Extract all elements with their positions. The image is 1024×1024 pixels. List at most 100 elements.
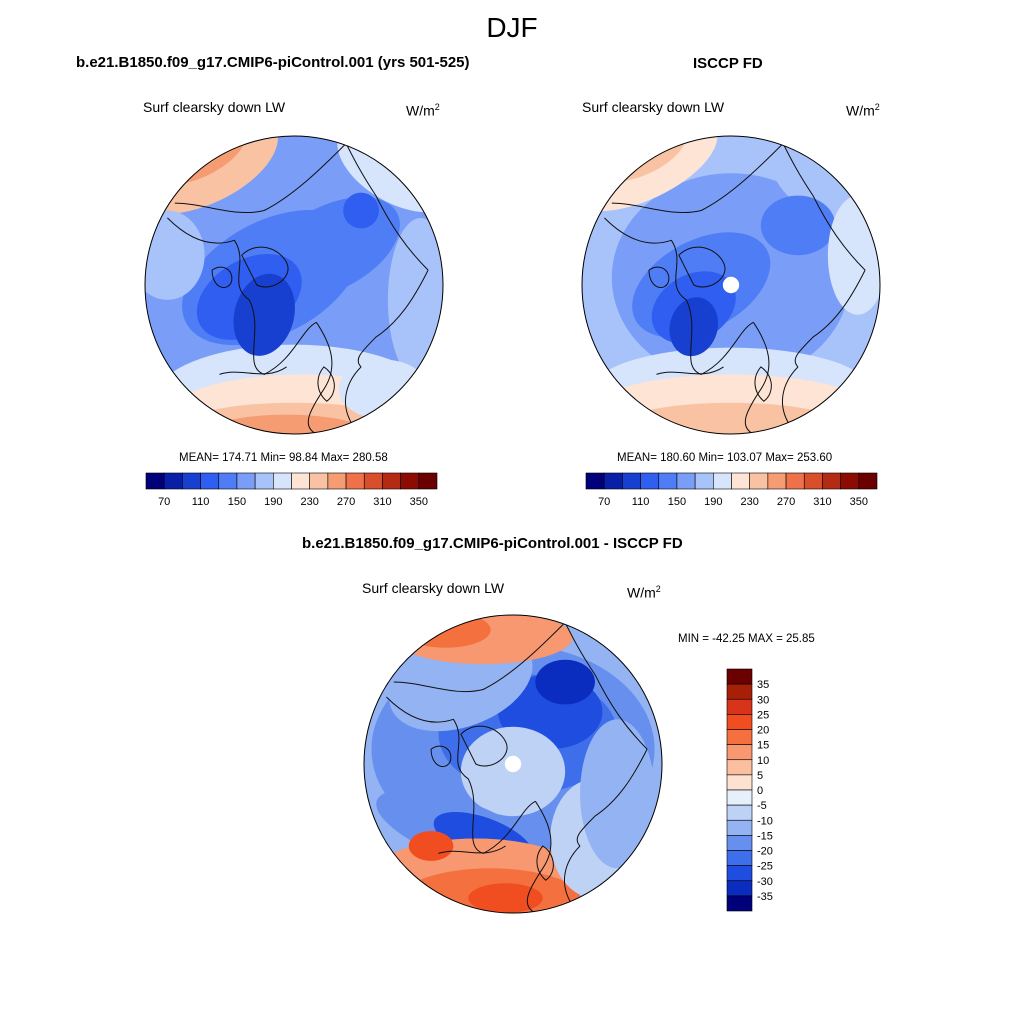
colorbar-tick-label: 350 bbox=[850, 496, 868, 508]
coastline-7 bbox=[794, 269, 866, 368]
colorbar-box-4 bbox=[200, 472, 220, 490]
colorbar-box-9 bbox=[726, 789, 753, 806]
colorbar-tick-label: -25 bbox=[757, 861, 773, 873]
panel3-units-base: W/m bbox=[627, 584, 656, 601]
colorbar-box-12 bbox=[726, 835, 753, 851]
map-border bbox=[363, 614, 663, 914]
coastline-9 bbox=[211, 266, 233, 289]
panel2-variable-label: Surf clearsky down LW bbox=[582, 99, 725, 115]
colorbar-tick-label: -15 bbox=[757, 830, 773, 842]
map-field-1 bbox=[145, 136, 443, 434]
colorbar-box-14 bbox=[822, 472, 841, 490]
colorbar-box-3 bbox=[622, 472, 641, 490]
contour-region-11 bbox=[669, 297, 719, 357]
pole-mask bbox=[504, 755, 522, 773]
panel2-units-base: W/m bbox=[846, 102, 875, 119]
contour-region-8 bbox=[401, 615, 491, 648]
pole-mask bbox=[722, 276, 740, 294]
colorbar-tick-label: 150 bbox=[668, 496, 686, 508]
colorbar-box-15 bbox=[840, 472, 860, 490]
panel2-units-exp: 2 bbox=[874, 102, 880, 112]
colorbar-box-8 bbox=[273, 472, 292, 490]
coastline-9 bbox=[430, 745, 452, 768]
colorbar-tick-label: 230 bbox=[741, 496, 759, 508]
panel3-title: b.e21.B1850.f09_g17.CMIP6-piControl.001 … bbox=[302, 535, 683, 552]
panel2-stats: MEAN= 180.60 Min= 103.07 Max= 253.60 bbox=[617, 452, 833, 464]
coastline-3 bbox=[782, 366, 799, 427]
colorbar-box-10 bbox=[309, 472, 329, 490]
map-panel-3 bbox=[363, 614, 663, 914]
map-border bbox=[144, 135, 444, 435]
colorbar-tick-label: -10 bbox=[757, 815, 773, 827]
coastline-4 bbox=[656, 366, 724, 375]
contour-region-14 bbox=[408, 831, 454, 861]
colorbar-tick-label: -35 bbox=[757, 891, 773, 903]
coastline-1 bbox=[167, 217, 317, 375]
figure-title: DJF bbox=[486, 12, 538, 43]
panel3-variable-label: Surf clearsky down LW bbox=[362, 580, 505, 596]
colorbar-box-5 bbox=[658, 472, 678, 490]
panel1-title: b.e21.B1850.f09_g17.CMIP6-piControl.001 … bbox=[76, 54, 470, 71]
colorbar-box-15 bbox=[400, 472, 420, 490]
coastline-1 bbox=[386, 696, 536, 854]
contour-region-5 bbox=[611, 402, 851, 434]
coastline-3 bbox=[564, 845, 581, 906]
colorbar-box-14 bbox=[382, 472, 401, 490]
colorbar-box-10 bbox=[726, 804, 753, 821]
colorbar-box-15 bbox=[726, 880, 753, 897]
colorbar-tick-label: 270 bbox=[337, 496, 355, 508]
colorbar-tick-label: 70 bbox=[158, 496, 170, 508]
colorbar-box-6 bbox=[676, 472, 696, 490]
coastline-5 bbox=[174, 143, 347, 214]
colorbar-box-13 bbox=[363, 472, 383, 490]
map-panel-1 bbox=[144, 135, 444, 435]
contour-region-12 bbox=[760, 195, 836, 256]
contour-region-15 bbox=[387, 217, 443, 382]
colorbar-box-1 bbox=[726, 668, 753, 685]
colorbar-box-6 bbox=[236, 472, 256, 490]
contour-region-12 bbox=[233, 273, 295, 356]
colorbar-tick-label: 110 bbox=[632, 496, 650, 508]
colorbar-panel-1: 70 110 150 190 230 270 310 350 bbox=[145, 472, 438, 508]
colorbar-box-11 bbox=[767, 472, 787, 490]
contour-region-17 bbox=[580, 719, 655, 869]
colorbar-difference: 35 30 25 20 15 10 5 0 -5 -10 -15 -20 -25 -30 -35 bbox=[726, 668, 773, 912]
colorbar-box-3 bbox=[726, 698, 753, 715]
coastline-10 bbox=[317, 366, 335, 402]
colorbar-tick-label: 190 bbox=[264, 496, 282, 508]
colorbar-tick-label: 35 bbox=[757, 679, 769, 691]
colorbar-tick-label: 25 bbox=[757, 709, 769, 721]
coastline-7 bbox=[576, 748, 648, 847]
colorbar-tick-label: 110 bbox=[192, 496, 210, 508]
colorbar-box-5 bbox=[726, 729, 753, 745]
map-border bbox=[581, 135, 881, 435]
coastline-1 bbox=[604, 217, 754, 375]
coastline-4 bbox=[219, 366, 287, 375]
colorbar-tick-label: 270 bbox=[777, 496, 795, 508]
colorbar-tick-label: 0 bbox=[757, 785, 763, 797]
colorbar-box-11 bbox=[726, 819, 753, 836]
colorbar-tick-label: 10 bbox=[757, 755, 769, 767]
colorbar-box-6 bbox=[726, 744, 753, 761]
colorbar-box-4 bbox=[726, 714, 753, 730]
colorbar-box-12 bbox=[345, 472, 365, 490]
colorbar-box-7 bbox=[254, 472, 274, 490]
colorbar-tick-label: -30 bbox=[757, 876, 773, 888]
colorbar-box-2 bbox=[163, 472, 183, 490]
contour-region-13 bbox=[343, 192, 379, 229]
coastline-5 bbox=[611, 143, 784, 214]
coastline-10 bbox=[754, 366, 772, 402]
colorbar-tick-label: 15 bbox=[757, 740, 769, 752]
coastline-2 bbox=[526, 801, 552, 913]
colorbar-tick-label: 5 bbox=[757, 770, 763, 782]
colorbar-tick-label: 30 bbox=[757, 694, 769, 706]
colorbar-tick-label: 230 bbox=[301, 496, 319, 508]
colorbar-box-3 bbox=[182, 472, 201, 490]
colorbar-tick-label: 70 bbox=[598, 496, 610, 508]
coastline-3 bbox=[345, 366, 362, 427]
coastline-8 bbox=[460, 725, 508, 767]
map-field-3 bbox=[364, 615, 662, 913]
coastline-6 bbox=[345, 143, 429, 271]
colorbar-box-10 bbox=[749, 472, 769, 490]
